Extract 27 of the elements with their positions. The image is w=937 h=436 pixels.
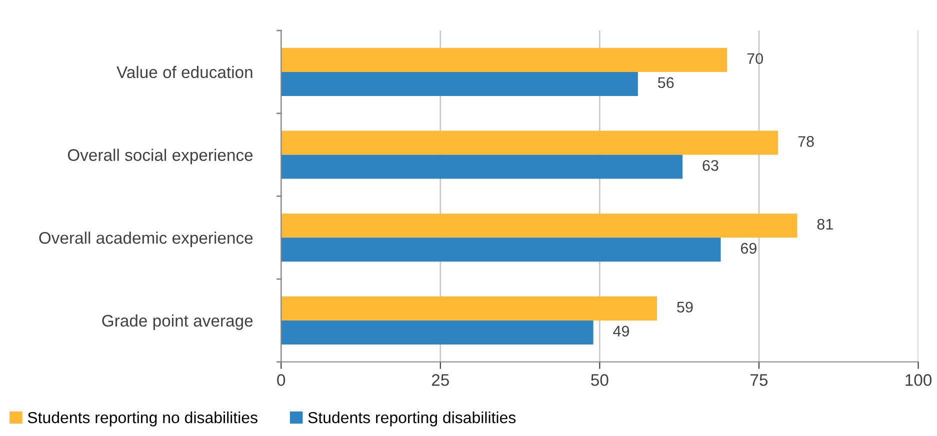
x-tick-label: 50 [591, 374, 608, 386]
bar [281, 214, 798, 238]
bar [281, 296, 658, 320]
bar [281, 238, 721, 262]
data-label: 78 [798, 136, 814, 147]
y-tick-label: Value of education [116, 66, 252, 78]
y-tick-label: Overall social experience [68, 148, 253, 164]
bar [281, 72, 638, 96]
y-tick-label: Overall academic experience [39, 232, 253, 248]
x-tick-label: 0 [277, 374, 286, 386]
x-tick-label: 75 [750, 374, 768, 386]
data-label: 56 [658, 77, 674, 88]
data-label: 63 [702, 160, 718, 171]
bar [281, 130, 778, 155]
bar [281, 320, 594, 344]
legend-label: Students reporting disabilities [308, 412, 516, 426]
data-label: 69 [740, 242, 756, 254]
x-tick-label: 100 [906, 374, 932, 386]
data-label: 81 [817, 218, 833, 230]
data-label: 70 [747, 53, 763, 64]
y-tick-label: Grade point average [102, 314, 253, 330]
x-tick-label: 25 [432, 374, 449, 386]
bar [281, 48, 728, 72]
bar [281, 154, 683, 179]
legend-label: Students reporting no disabilities [28, 412, 258, 426]
data-label: 59 [677, 302, 693, 313]
data-label: 49 [613, 326, 630, 337]
